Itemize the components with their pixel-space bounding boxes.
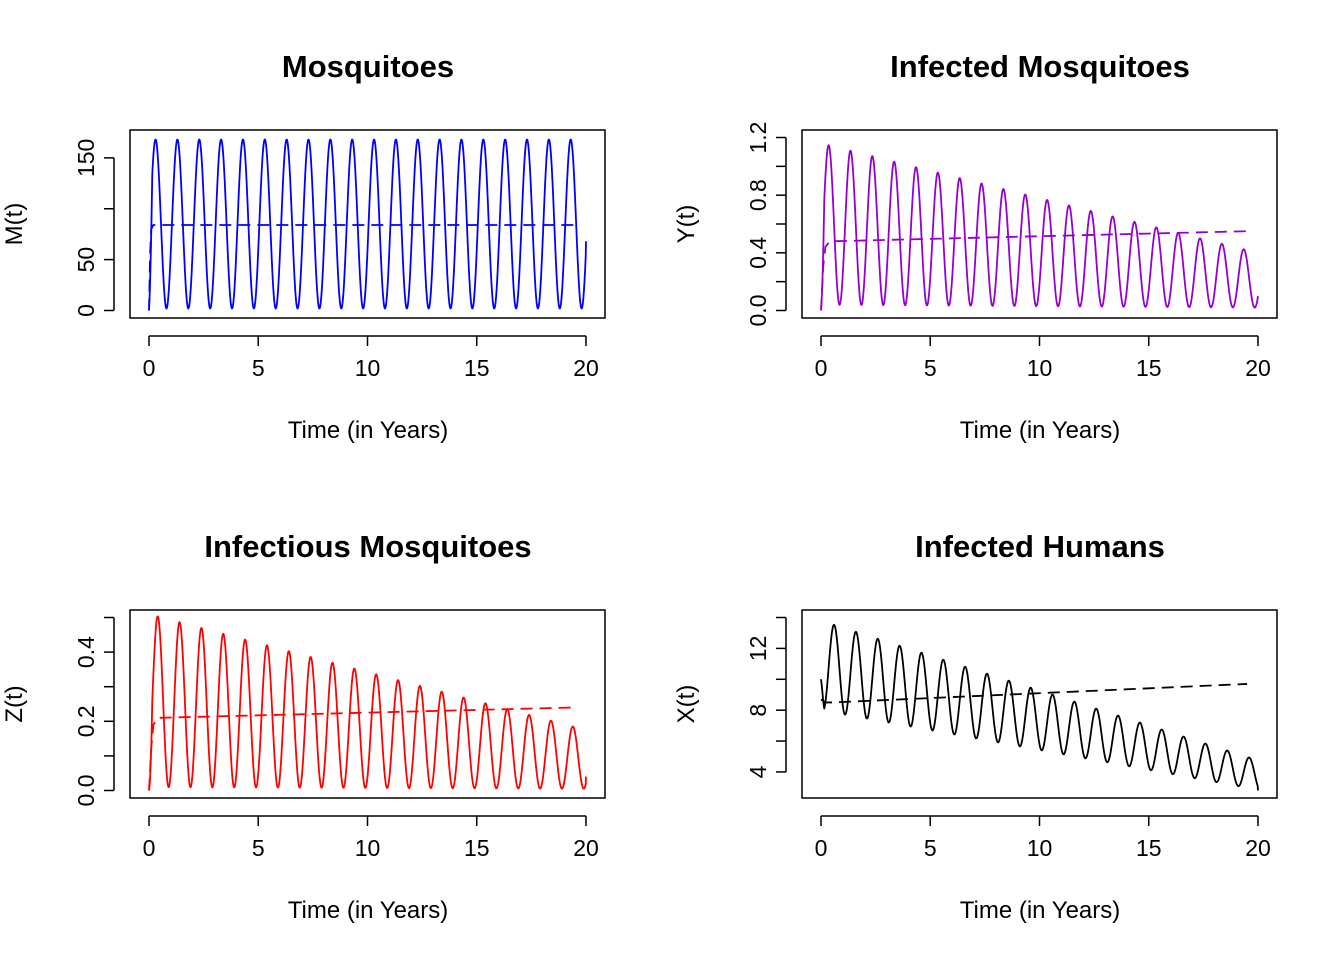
panel-mosquitoes-x-tick-label: 10	[355, 355, 381, 381]
panel-infectious-mosquitoes: Infectious Mosquitoes Time (in Years) Z(…	[1, 529, 606, 924]
panel-infected-humans-x-tick-label: 20	[1245, 835, 1271, 861]
panel-infectious-mosquitoes-y-tick-label: 0.2	[73, 705, 99, 737]
panel-mosquitoes-x-tick-label: 0	[143, 355, 156, 381]
panel-mosquitoes-y-tick-label: 50	[73, 247, 99, 273]
panel-infected-humans-x-tick-label: 15	[1136, 835, 1162, 861]
panel-infectious-mosquitoes-title: Infectious Mosquitoes	[204, 529, 531, 564]
panel-infected-humans-ylabel: X(t)	[673, 685, 700, 724]
panel-infectious-mosquitoes-x-tick-label: 15	[464, 835, 490, 861]
panel-infected-humans-x-tick-label: 5	[924, 835, 937, 861]
panel-infected-humans-y-tick-label: 4	[745, 765, 771, 778]
panel-infectious-mosquitoes-x-tick-label: 10	[355, 835, 381, 861]
panel-infectious-mosquitoes-x-tick-label: 20	[573, 835, 599, 861]
panel-infected-humans-y-tick-label: 8	[745, 704, 771, 717]
panel-infected-mosquitoes-y-tick-label: 0.0	[745, 294, 771, 326]
panel-infected-mosquitoes-y-tick-label: 1.2	[745, 122, 771, 154]
panel-infectious-mosquitoes-x-tick-label: 5	[252, 835, 265, 861]
panel-infected-mosquitoes-x-tick-label: 20	[1245, 355, 1271, 381]
panel-mosquitoes-y-tick-label: 150	[73, 139, 99, 177]
panel-mosquitoes-plot-frame	[129, 129, 606, 319]
panel-infected-mosquitoes-x-tick-label: 0	[815, 355, 828, 381]
panel-infected-mosquitoes: Infected Mosquitoes Time (in Years) Y(t)…	[673, 49, 1278, 444]
panel-mosquitoes-series-dashed-line	[148, 224, 576, 311]
panel-mosquitoes-xlabel: Time (in Years)	[288, 417, 449, 444]
panel-infected-humans-y-tick-label: 12	[745, 636, 771, 662]
panel-infected-humans-series-dashed-line	[820, 683, 1248, 704]
panel-mosquitoes-x-tick-label: 20	[573, 355, 599, 381]
panel-infected-mosquitoes-series-dashed-line	[820, 230, 1248, 311]
panel-infectious-mosquitoes-y-tick-label: 0.0	[73, 774, 99, 806]
panel-infected-mosquitoes-plot-frame	[801, 129, 1278, 319]
panel-infectious-mosquitoes-plot-frame	[129, 609, 606, 799]
panel-infected-humans: Infected Humans Time (in Years) X(t) 0 5 1…	[673, 529, 1278, 924]
panel-infectious-mosquitoes-y-tick-label: 0.4	[73, 636, 99, 668]
panel-mosquitoes-x-tick-label: 15	[464, 355, 490, 381]
panel-infected-mosquitoes-ylabel: Y(t)	[673, 205, 700, 244]
panel-infected-mosquitoes-y-tick-label: 0.4	[745, 237, 771, 269]
panel-infectious-mosquitoes-series-solid-line	[148, 615, 587, 791]
panel-infected-humans-title: Infected Humans	[915, 529, 1165, 564]
panel-mosquitoes-title: Mosquitoes	[282, 49, 454, 84]
panel-infected-humans-x-tick-label: 10	[1027, 835, 1053, 861]
panel-infected-mosquitoes-y-tick-label: 0.8	[745, 179, 771, 211]
panel-mosquitoes: Mosquitoes Time (in Years) M(t) 0 5 10 15 20…	[1, 49, 606, 444]
panel-mosquitoes-series-solid-line	[148, 138, 587, 311]
panel-infected-mosquitoes-series-solid-line	[820, 144, 1259, 311]
panel-infected-mosquitoes-x-tick-label: 10	[1027, 355, 1053, 381]
panel-infected-mosquitoes-title: Infected Mosquitoes	[890, 49, 1190, 84]
panel-infectious-mosquitoes-xlabel: Time (in Years)	[288, 897, 449, 924]
panel-infected-humans-plot-frame	[801, 609, 1278, 799]
panel-mosquitoes-x-tick-label: 5	[252, 355, 265, 381]
panel-mosquitoes-ylabel: M(t)	[1, 203, 28, 246]
panel-infected-humans-xlabel: Time (in Years)	[960, 897, 1121, 924]
panel-infected-mosquitoes-x-tick-label: 15	[1136, 355, 1162, 381]
panel-infected-humans-series-solid-line	[820, 623, 1259, 791]
panel-mosquitoes-y-tick-label: 0	[73, 304, 99, 317]
panel-infected-humans-x-tick-label: 0	[815, 835, 828, 861]
panel-infected-mosquitoes-xlabel: Time (in Years)	[960, 417, 1121, 444]
panel-infectious-mosquitoes-series-dashed-line	[148, 706, 576, 791]
panel-infected-mosquitoes-x-tick-label: 5	[924, 355, 937, 381]
panel-infectious-mosquitoes-x-tick-label: 0	[143, 835, 156, 861]
panel-infectious-mosquitoes-ylabel: Z(t)	[1, 685, 28, 722]
